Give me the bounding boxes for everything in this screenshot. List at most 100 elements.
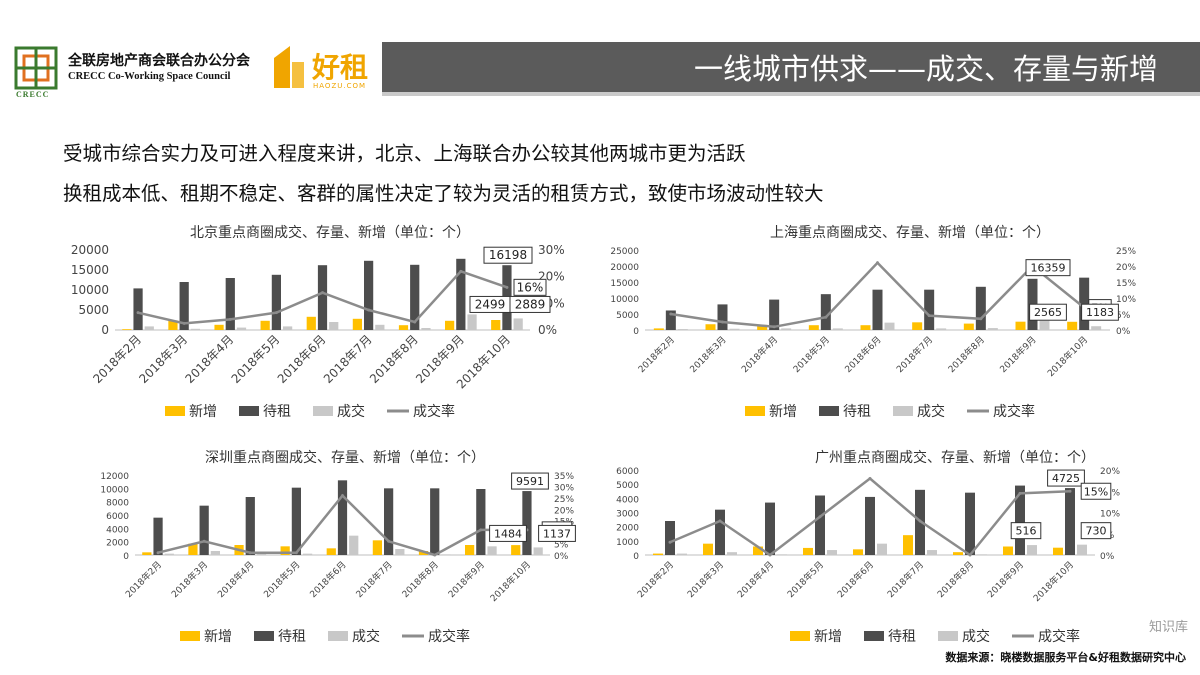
bar-new xyxy=(306,316,316,330)
y-tick-label: 5000 xyxy=(616,311,639,321)
y-tick-label: 0 xyxy=(101,323,109,337)
org-name-cn: 全联房地产商会联合办公分会 xyxy=(68,53,250,69)
callout-box xyxy=(513,278,547,296)
rate-point xyxy=(459,269,463,273)
rate-point xyxy=(136,311,140,315)
x-tick-label: 2018年6月 xyxy=(307,559,348,600)
bar-deal xyxy=(827,550,837,555)
x-tick-label: 2018年4月 xyxy=(215,559,256,600)
title-bar-shadow xyxy=(382,92,1200,96)
bar-new xyxy=(372,540,382,555)
bar-new xyxy=(757,324,768,330)
legend-swatch xyxy=(745,406,765,416)
chart-guangzhou: 广州重点商圈成交、存量、新增（单位：个） 6000 5000 4000 3000 2000… xyxy=(616,449,1120,645)
y-tick-label: 25000 xyxy=(610,247,639,257)
callout-label: 16359 xyxy=(1031,262,1066,275)
y2-tick-label: 30% xyxy=(554,483,574,493)
y-tick-label: 10000 xyxy=(71,283,109,297)
bar-new xyxy=(260,320,270,330)
page-title: 一线城市供求——成交、存量与新增 xyxy=(693,52,1158,86)
bar-stock xyxy=(717,304,728,330)
callout-label: 730 xyxy=(1086,525,1107,538)
bar-stock xyxy=(133,288,143,330)
callout-label: 16% xyxy=(517,280,544,294)
y-tick-label: 0 xyxy=(123,552,129,562)
y-tick-label: 4000 xyxy=(616,495,639,505)
rate-point xyxy=(1068,489,1072,493)
callout-label: 1137 xyxy=(543,527,571,540)
y2-tick-label: 20% xyxy=(1116,263,1136,273)
legend-label: 新增 xyxy=(814,629,842,645)
y2-tick-label: 0% xyxy=(1116,327,1131,337)
bar-deal xyxy=(441,554,451,555)
watermark: 知识库 xyxy=(1148,620,1188,635)
bar-new xyxy=(853,549,863,555)
rate-point xyxy=(669,312,673,316)
rate-point xyxy=(202,539,206,543)
y2-tick-label: 30% xyxy=(538,243,565,257)
bar-stock xyxy=(965,492,975,555)
chart-shanghai: 上海重点商圈成交、存量、新增（单位：个） 25000 20000 15000 10000… xyxy=(610,224,1136,420)
bar-new xyxy=(963,323,974,330)
x-tick-label: 2018年6月 xyxy=(842,334,883,375)
bar-deal xyxy=(164,553,174,555)
y-tick-label: 3000 xyxy=(616,510,639,520)
rate-point xyxy=(294,551,298,555)
bar-stock xyxy=(665,310,676,330)
y2-tick-label: 15% xyxy=(1116,279,1136,289)
x-tick-label: 2018年5月 xyxy=(790,334,831,375)
x-tick-label: 2018年7月 xyxy=(885,559,926,600)
rate-point xyxy=(182,321,186,325)
rate-point xyxy=(228,317,232,321)
rate-point xyxy=(721,320,724,324)
x-tick-label: 2018年8月 xyxy=(367,332,421,386)
bar-deal xyxy=(349,535,359,555)
x-tick-label: 2018年2月 xyxy=(635,334,676,375)
legend-label: 待租 xyxy=(843,404,871,420)
bar-new xyxy=(705,324,716,330)
bar-deal xyxy=(190,328,200,330)
legend-label: 成交 xyxy=(962,628,990,645)
y2-tick-label: 35% xyxy=(554,472,574,482)
rate-point xyxy=(1018,491,1022,495)
haozu-house-icon xyxy=(274,46,304,88)
bar-new xyxy=(803,547,813,555)
legend-swatch xyxy=(165,406,185,416)
y2-tick-label: 5% xyxy=(554,541,569,551)
bar-new xyxy=(653,553,663,555)
bar-new xyxy=(753,546,763,555)
legend-swatch xyxy=(864,631,884,641)
bar-new xyxy=(1053,547,1063,555)
bar-stock xyxy=(317,265,328,330)
y-tick-label: 1000 xyxy=(616,538,639,548)
bar-deal xyxy=(303,553,313,555)
bar-deal xyxy=(256,553,267,555)
rate-point xyxy=(505,285,509,289)
x-tick-label: 2018年2月 xyxy=(123,559,164,600)
x-tick-label: 2018年8月 xyxy=(935,559,976,600)
x-tick-label: 2018年9月 xyxy=(445,559,486,600)
bar-new xyxy=(465,545,475,555)
y2-tick-label: 20% xyxy=(1100,467,1120,477)
bar-new xyxy=(808,325,819,330)
x-tick-label: 2018年7月 xyxy=(321,332,375,386)
callout-label: 15% xyxy=(1084,485,1108,498)
bar-stock xyxy=(245,497,255,555)
y-tick-label: 20000 xyxy=(71,243,109,257)
legend-swatch xyxy=(938,631,958,641)
bar-new xyxy=(653,328,664,330)
haozu-brand-cn: 好租 xyxy=(312,51,369,84)
bar-new xyxy=(1067,321,1078,330)
bar-deal xyxy=(533,547,543,555)
rate-point xyxy=(918,519,922,523)
callout-label: 1484 xyxy=(494,527,522,540)
bar-stock xyxy=(872,289,883,330)
bar-stock xyxy=(715,509,725,555)
rate-point xyxy=(668,540,672,544)
callout-box xyxy=(1080,482,1112,500)
y2-tick-label: 25% xyxy=(1116,247,1136,257)
bar-stock xyxy=(924,289,935,330)
rate-point xyxy=(718,519,722,523)
x-tick-label: 2018年7月 xyxy=(353,559,394,600)
bar-deal xyxy=(927,550,937,555)
